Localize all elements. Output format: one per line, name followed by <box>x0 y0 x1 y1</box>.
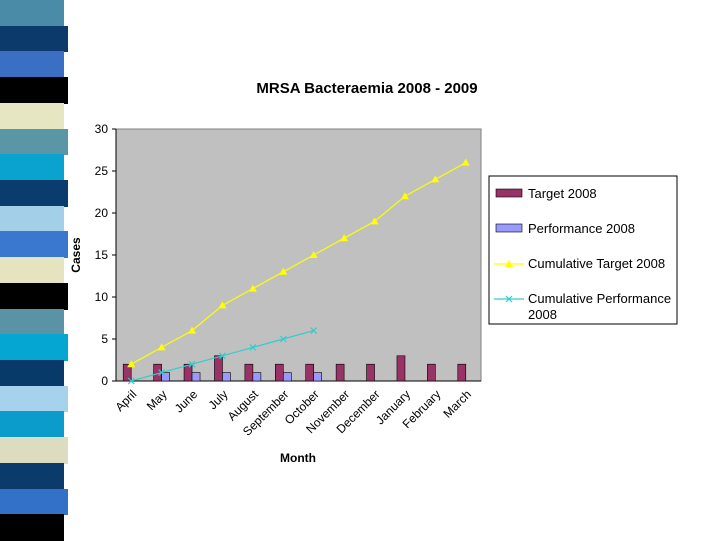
bar <box>313 372 323 382</box>
y-tick-label: 30 <box>95 122 109 136</box>
plot-area <box>115 128 482 382</box>
stripe-band <box>0 488 68 516</box>
point-marker-stroke <box>188 360 196 368</box>
point-marker <box>127 360 136 368</box>
stripe-band <box>0 77 68 104</box>
legend-marker <box>505 295 513 303</box>
bar <box>427 363 436 382</box>
legend-label: Cumulative Target 2008 <box>528 256 665 271</box>
x-tick-label: April <box>112 387 139 414</box>
stripe-band <box>0 462 64 490</box>
point-marker <box>400 192 409 200</box>
legend-label: Cumulative Performance 2008 <box>528 291 671 322</box>
legend-swatch <box>495 188 523 198</box>
point-marker <box>188 326 197 334</box>
y-tick-label: 20 <box>95 206 109 220</box>
stripe-band <box>0 411 64 439</box>
point-marker <box>370 217 379 225</box>
point-marker <box>157 343 166 351</box>
chart-title: MRSA Bacteraemia 2008 - 2009 <box>256 80 477 97</box>
point-marker <box>340 234 349 242</box>
stripe-band <box>0 180 68 207</box>
point-marker-stroke <box>310 327 318 335</box>
x-axis: April May June JulyAugustSeptemberOctoberNo… <box>112 380 481 439</box>
bar <box>222 372 231 382</box>
point-marker-stroke <box>158 369 166 377</box>
bar <box>335 363 345 382</box>
bar-series <box>122 355 467 382</box>
bar <box>457 363 467 382</box>
point-marker-stroke <box>279 335 287 343</box>
stripe-band <box>0 360 64 387</box>
legend: Target 2008 Performance 2008 Cumulative Ta… <box>488 175 678 325</box>
y-tick-label: 25 <box>95 164 109 178</box>
series-line <box>130 162 467 365</box>
bar <box>183 363 193 382</box>
point-marker <box>219 352 226 360</box>
point-marker <box>158 369 166 377</box>
x-tick-label: May <box>144 387 170 413</box>
x-tick-label: March <box>440 387 473 420</box>
stripe-band <box>0 334 68 361</box>
point-marker <box>249 343 257 351</box>
stripe-band <box>0 385 68 413</box>
point-marker <box>309 251 318 258</box>
bar <box>305 363 315 382</box>
stripe-band <box>0 128 68 156</box>
x-axis-title: Month <box>280 451 316 465</box>
y-tick-label: 10 <box>95 290 109 304</box>
legend-label: Performance 2008 <box>528 221 635 236</box>
y-tick-label: 15 <box>95 248 109 262</box>
point-marker <box>279 335 287 343</box>
line-series <box>127 158 470 385</box>
stripe-band <box>0 282 68 310</box>
point-marker <box>127 377 135 385</box>
bar <box>252 372 262 382</box>
y-tick-label: 5 <box>101 332 108 346</box>
stripe-band <box>0 102 64 130</box>
x-tick-label: July <box>206 387 231 412</box>
point-marker <box>248 284 257 292</box>
bar <box>282 372 292 382</box>
bar <box>244 363 254 382</box>
bar <box>396 355 406 382</box>
stripe-band <box>0 0 64 27</box>
bar <box>366 363 375 382</box>
legend-swatch <box>495 223 523 233</box>
stripe-band <box>0 154 64 181</box>
stripe-band <box>0 308 64 336</box>
stripe-band <box>0 25 68 53</box>
point-marker-stroke <box>219 352 226 360</box>
legend-label-line: Cumulative Performance <box>528 291 671 306</box>
point-marker <box>431 175 440 183</box>
bar <box>122 363 132 382</box>
legend-marker <box>505 260 513 267</box>
y-axis: 0 5 10 15 20 25 30 <box>95 122 117 388</box>
y-tick-label: 0 <box>101 374 108 388</box>
bar <box>191 372 201 382</box>
legend-label: Target 2008 <box>528 186 597 201</box>
stripe-band <box>0 51 64 79</box>
x-tick-label: June <box>172 387 201 416</box>
legend-label-line: 2008 <box>528 307 557 322</box>
stripe-band <box>0 205 64 233</box>
point-marker <box>188 360 196 368</box>
point-marker <box>218 301 227 309</box>
decorative-stripe <box>0 0 68 541</box>
bar <box>274 363 284 382</box>
bar <box>214 355 223 382</box>
point-marker-stroke <box>249 343 257 351</box>
stripe-band <box>0 231 68 259</box>
y-axis-title: Cases <box>69 237 83 273</box>
stripe-band <box>0 257 64 284</box>
point-marker <box>461 158 470 166</box>
stripe-band <box>0 437 68 464</box>
point-marker <box>310 327 318 335</box>
stripe-band <box>0 514 64 541</box>
point-marker <box>279 267 288 275</box>
point-marker-stroke <box>127 377 135 385</box>
bar <box>161 372 170 382</box>
